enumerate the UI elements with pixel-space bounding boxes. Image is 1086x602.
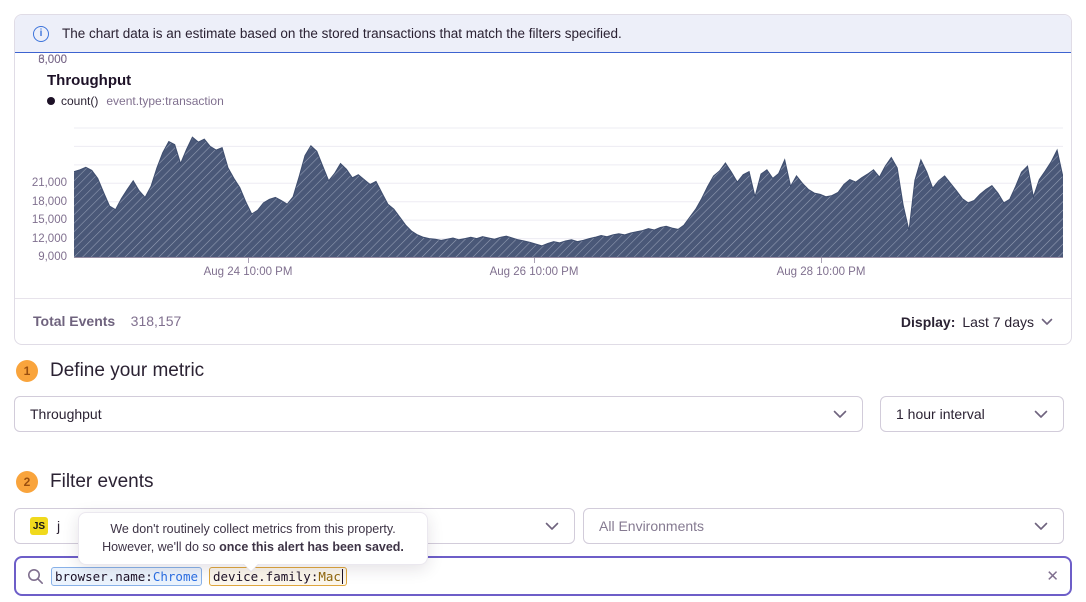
y-axis-label: 0 — [15, 53, 67, 67]
metric-select-value: Throughput — [30, 406, 102, 422]
x-axis-tick — [534, 258, 535, 263]
y-axis-label: 9,000 — [15, 250, 67, 264]
token-key: device.family: — [213, 569, 318, 584]
legend-series-filter: event.type:transaction — [106, 94, 223, 108]
display-label: Display: — [901, 314, 955, 330]
throughput-area-chart[interactable] — [74, 121, 1063, 258]
tooltip-line2: However, we'll do so — [102, 540, 219, 554]
info-icon: i — [33, 26, 49, 42]
chart-panel-footer: Total Events 318,157 Display: Last 7 day… — [15, 298, 1071, 345]
project-select-value: j — [57, 518, 60, 534]
chart-legend: count() event.type:transaction — [47, 94, 224, 108]
display-value: Last 7 days — [962, 314, 1034, 330]
y-axis-label: 15,000 — [15, 213, 67, 227]
search-token-device-family[interactable]: device.family:Mac — [209, 567, 347, 586]
section-heading-define-metric: Define your metric — [50, 360, 204, 382]
section-filter-events: 2 Filter events — [16, 471, 153, 493]
step-badge-1: 1 — [16, 360, 38, 382]
chevron-down-icon — [1041, 318, 1053, 326]
tooltip-line2-bold: once this alert has been saved. — [219, 540, 404, 554]
metrics-property-tooltip: We don't routinely collect metrics from … — [78, 512, 428, 565]
chart-title: Throughput — [47, 72, 131, 89]
javascript-platform-icon: JS — [30, 517, 48, 535]
metric-row: Throughput 1 hour interval — [14, 396, 1064, 432]
total-events: Total Events 318,157 — [33, 313, 181, 331]
text-cursor — [342, 569, 344, 584]
x-axis-label: Aug 28 10:00 PM — [777, 266, 866, 278]
chart-svg — [74, 121, 1063, 258]
total-events-label: Total Events — [33, 313, 115, 329]
chevron-down-icon — [1034, 522, 1048, 531]
token-value: Chrome — [153, 569, 198, 584]
y-axis-label: 18,000 — [15, 195, 67, 209]
alert-builder-page: i The chart data is an estimate based on… — [0, 0, 1086, 602]
estimate-info-banner: i The chart data is an estimate based on… — [15, 15, 1071, 53]
legend-series-name: count() — [61, 94, 98, 108]
chevron-down-icon — [833, 410, 847, 419]
interval-select[interactable]: 1 hour interval — [880, 396, 1064, 432]
token-value: Mac — [318, 569, 341, 584]
x-axis-label: Aug 24 10:00 PM — [204, 266, 293, 278]
chevron-down-icon — [1034, 410, 1048, 419]
y-axis-label: 12,000 — [15, 232, 67, 246]
section-define-metric: 1 Define your metric — [16, 360, 204, 382]
clear-search-icon[interactable]: ✕ — [1046, 569, 1059, 584]
metric-select[interactable]: Throughput — [14, 396, 863, 432]
chevron-down-icon — [545, 522, 559, 531]
legend-dot-icon — [47, 97, 55, 105]
environment-select-value: All Environments — [599, 518, 704, 534]
banner-text: The chart data is an estimate based on t… — [62, 26, 622, 41]
x-axis-label: Aug 26 10:00 PM — [490, 266, 579, 278]
chart-panel: i The chart data is an estimate based on… — [14, 14, 1072, 345]
section-heading-filter-events: Filter events — [50, 471, 153, 493]
total-events-value: 318,157 — [131, 313, 182, 329]
tooltip-line1: We don't routinely collect metrics from … — [110, 522, 395, 536]
y-axis-label: 21,000 — [15, 176, 67, 190]
token-key: browser.name: — [55, 569, 153, 584]
step-badge-2: 2 — [16, 471, 38, 493]
x-axis-tick — [248, 258, 249, 263]
x-axis-tick — [821, 258, 822, 263]
interval-select-value: 1 hour interval — [896, 406, 985, 422]
search-token-browser-name[interactable]: browser.name:Chrome — [51, 567, 202, 586]
display-period-dropdown[interactable]: Display: Last 7 days — [901, 314, 1053, 330]
search-icon — [27, 568, 44, 585]
environment-select[interactable]: All Environments — [583, 508, 1064, 544]
